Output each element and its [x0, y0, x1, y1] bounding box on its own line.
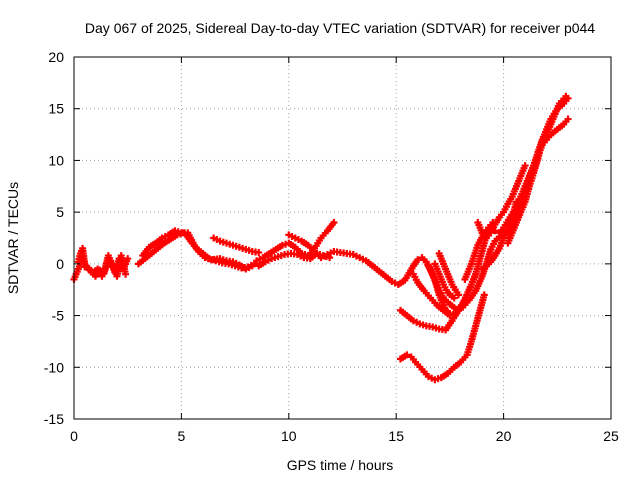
x-tick-label: 5	[178, 428, 186, 444]
x-tick-label: 15	[388, 428, 404, 444]
axis-ticks	[73, 56, 612, 420]
data-point	[454, 291, 462, 299]
y-tick-label: 10	[48, 152, 64, 168]
y-tick-label: 0	[56, 256, 64, 272]
data-point	[255, 248, 263, 256]
x-axis-label: GPS time / hours	[287, 457, 394, 473]
y-tick-label: 15	[48, 101, 64, 117]
grid-lines	[74, 57, 611, 419]
data-point	[480, 291, 488, 299]
plot-frame	[73, 56, 612, 420]
data-point	[562, 92, 570, 100]
y-tick-labels: -15 -10 -5 0 5 10 15 20	[44, 49, 64, 427]
y-tick-label: -10	[44, 359, 64, 375]
data-point	[414, 256, 422, 264]
chart-title: Day 067 of 2025, Sidereal Day-to-day VTE…	[85, 20, 595, 36]
data-point	[564, 115, 572, 123]
data-point	[330, 218, 338, 226]
x-tick-labels: 0 5 10 15 20 25	[70, 428, 619, 444]
data-point	[472, 270, 480, 278]
y-tick-label: 20	[48, 49, 64, 65]
data-point	[450, 294, 458, 302]
data-point	[521, 162, 529, 170]
x-tick-label: 20	[496, 428, 512, 444]
data-point	[512, 198, 520, 206]
data-point	[248, 262, 256, 270]
y-tick-label: 5	[56, 204, 64, 220]
data-point	[446, 310, 454, 318]
x-tick-label: 25	[603, 428, 619, 444]
data-point	[122, 270, 130, 278]
y-tick-label: -15	[44, 411, 64, 427]
x-tick-label: 10	[281, 428, 297, 444]
data-point	[403, 351, 411, 359]
y-tick-label: -5	[52, 308, 65, 324]
y-axis-label: SDTVAR / TECUs	[5, 182, 21, 294]
x-tick-label: 0	[70, 428, 78, 444]
data-points	[70, 92, 572, 384]
